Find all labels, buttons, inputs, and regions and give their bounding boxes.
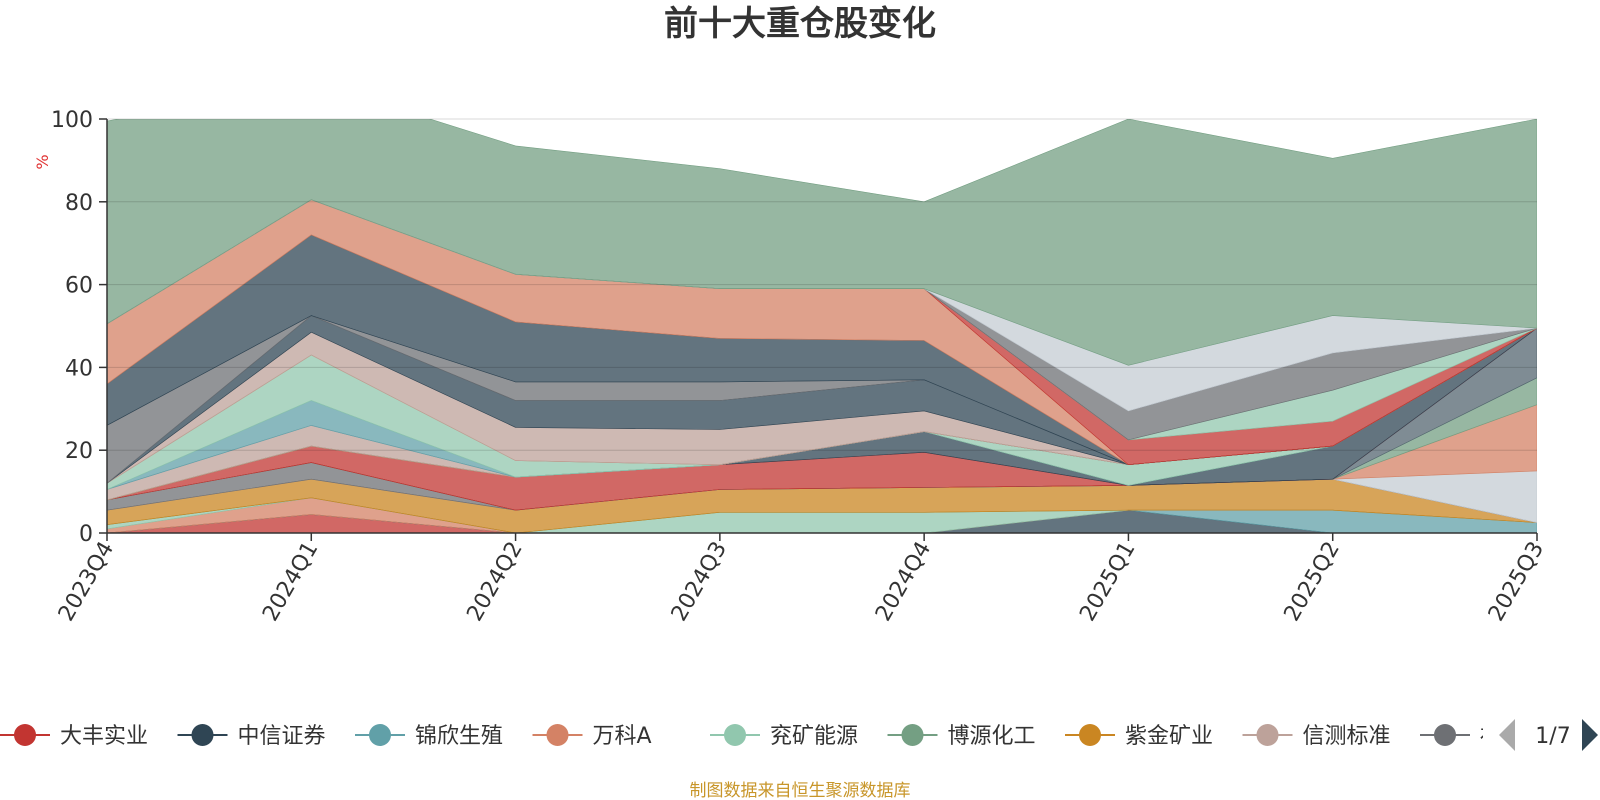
y-tick-label: 0 xyxy=(79,522,93,547)
x-tick-label: 2024Q1 xyxy=(258,538,323,626)
legend-label: 锦欣生殖 xyxy=(415,724,503,749)
x-tick-label: 2025Q1 xyxy=(1075,538,1140,626)
legend-circle-marker xyxy=(1256,724,1279,746)
legend-label: 福莱特 xyxy=(1480,724,1546,749)
legend-label: 紫金矿业 xyxy=(1125,724,1213,749)
x-tick-label: 2025Q2 xyxy=(1280,538,1345,626)
legend-item[interactable]: 万科A xyxy=(532,724,652,749)
legend-item[interactable]: 兖矿能源 xyxy=(710,724,858,749)
area-series-group xyxy=(107,119,1537,533)
legend-item[interactable]: 信测标准 xyxy=(1242,724,1391,749)
legend-page-indicator: 1/7 xyxy=(1535,724,1570,749)
y-tick-label: 80 xyxy=(65,191,93,216)
y-axis-unit: % xyxy=(33,154,52,169)
x-tick-label: 2024Q3 xyxy=(667,538,732,626)
legend-item[interactable]: 锦欣生殖 xyxy=(355,724,503,749)
legend-circle-marker xyxy=(191,724,214,746)
legend-label: 万科A xyxy=(593,724,652,749)
legend-circle-marker xyxy=(546,724,569,746)
legend-label: 大丰实业 xyxy=(60,724,148,749)
legend-label: 中信证券 xyxy=(238,724,326,749)
area-series-34 xyxy=(107,119,1537,366)
chart-title: 前十大重仓股变化 xyxy=(664,4,936,44)
legend-label: 兖矿能源 xyxy=(770,724,858,749)
legend-circle-marker xyxy=(1434,724,1456,746)
data-source-note: 制图数据来自恒生聚源数据库 xyxy=(690,781,911,800)
x-tick-label: 2024Q2 xyxy=(462,538,527,626)
legend-next-arrow-icon[interactable] xyxy=(1582,719,1598,751)
legend-item[interactable]: 中信证券 xyxy=(177,724,326,749)
legend-label: 博源化工 xyxy=(948,724,1036,749)
grid-lines xyxy=(107,118,1537,451)
y-tick-label: 100 xyxy=(51,108,93,133)
legend-item[interactable]: 福莱特 xyxy=(1420,724,1546,749)
legend-item[interactable]: 紫金矿业 xyxy=(1065,724,1213,749)
legend: 大丰实业 中信证券 锦欣生殖 万科A 兖矿能源 博源化工 紫金矿业 信测标准 福莱特 xyxy=(0,724,1546,749)
x-tick-label: 2025Q3 xyxy=(1484,538,1549,626)
y-tick-label: 60 xyxy=(65,274,93,299)
y-tick-label: 40 xyxy=(65,356,93,381)
legend-circle-marker xyxy=(1079,724,1101,746)
legend-prev-arrow-icon[interactable] xyxy=(1499,719,1515,751)
y-tick-label: 20 xyxy=(65,439,93,464)
legend-circle-marker xyxy=(14,724,36,746)
legend-circle-marker xyxy=(901,724,924,746)
legend-circle-marker xyxy=(724,724,746,746)
legend-item[interactable]: 大丰实业 xyxy=(0,724,148,749)
x-tick-label: 2023Q4 xyxy=(54,538,119,626)
area-series-3 xyxy=(107,509,1537,533)
area-series-2 xyxy=(107,509,1537,533)
legend-label: 信测标准 xyxy=(1303,724,1391,749)
legend-pager: 1/7 xyxy=(1499,719,1598,751)
x-tick-label: 2024Q4 xyxy=(871,538,936,626)
legend-circle-marker xyxy=(369,724,391,746)
legend-item[interactable]: 博源化工 xyxy=(887,724,1036,749)
